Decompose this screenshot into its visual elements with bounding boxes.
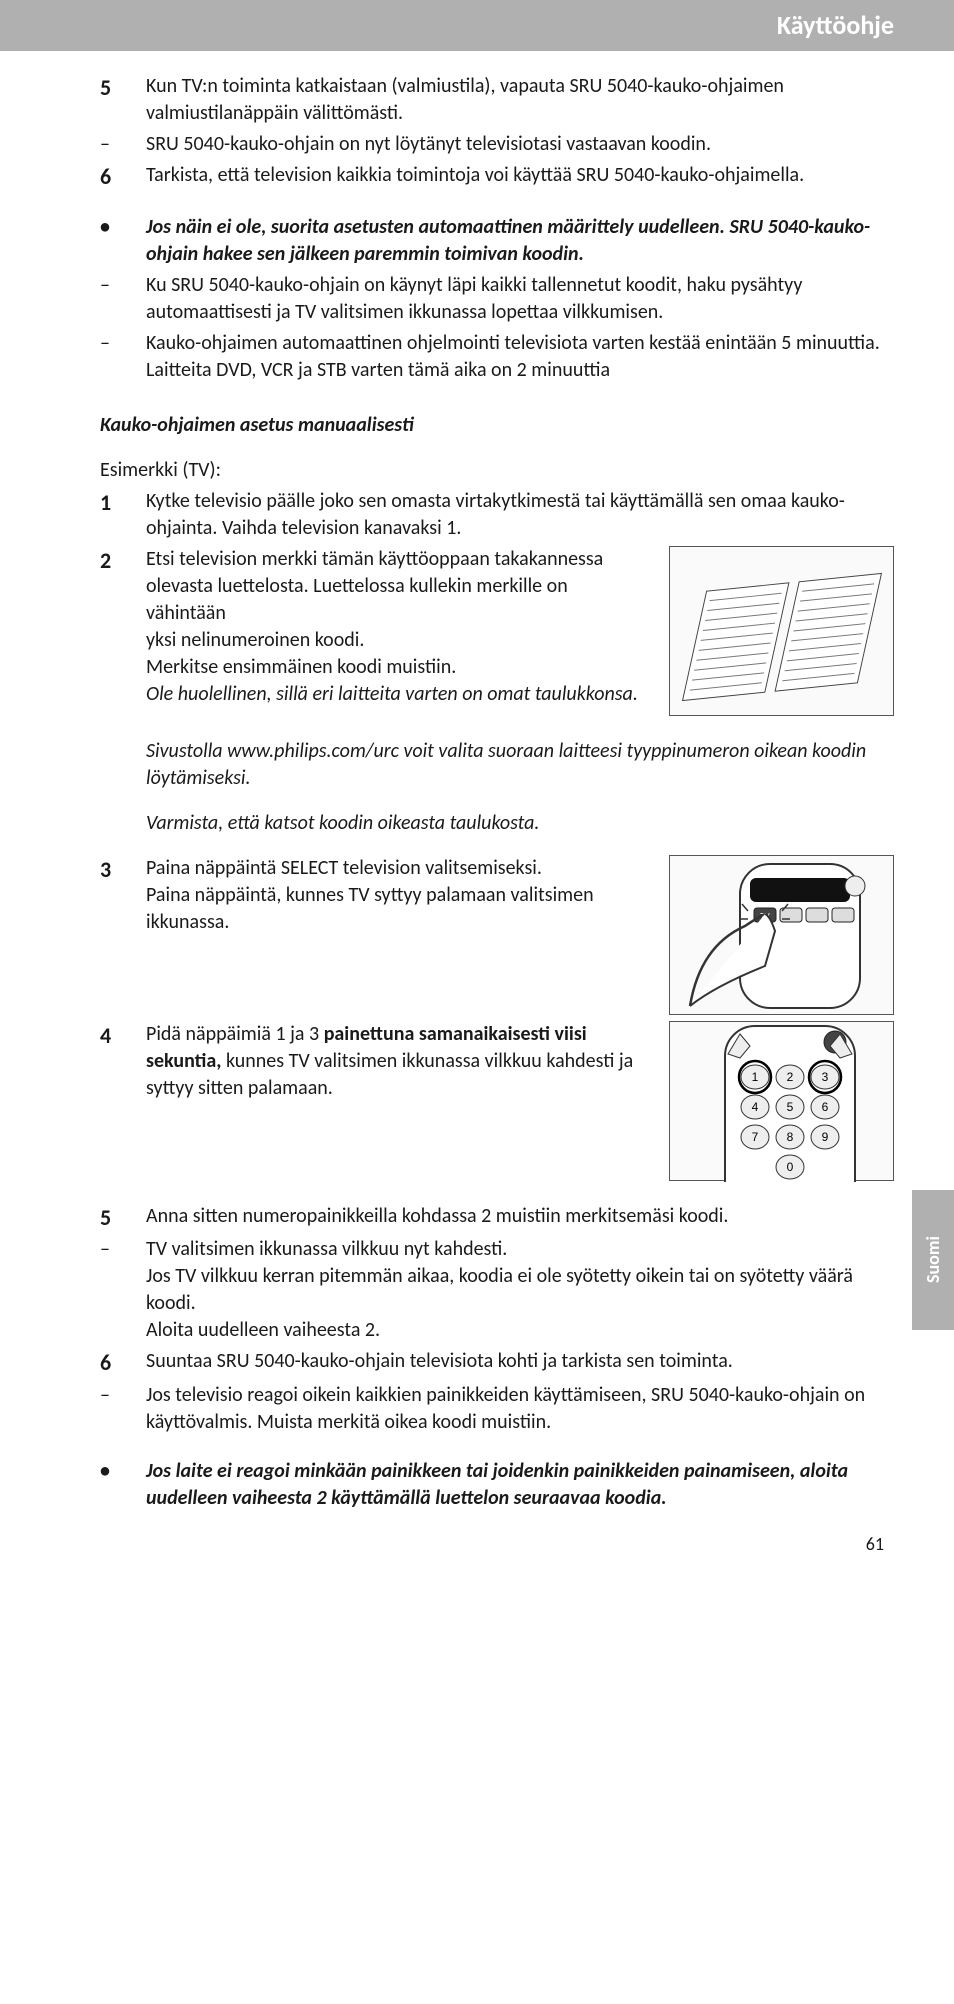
list-item: • Jos laite ei reagoi minkään painikkeen…: [100, 1458, 894, 1512]
step-text: Jos laite ei reagoi minkään painikkeen t…: [146, 1458, 894, 1512]
step-body: Paina näppäintä SELECT television valits…: [146, 855, 894, 1015]
dash-marker: –: [100, 131, 146, 158]
step-number: 3: [100, 855, 146, 1015]
step-text-line: Paina näppäintä SELECT television valits…: [146, 856, 542, 880]
list-item: 5 Kun TV:n toiminta katkaistaan (valmius…: [100, 73, 894, 127]
step-text-italic: Ole huolellinen, sillä eri laitteita var…: [146, 682, 638, 706]
svg-text:0: 0: [787, 1160, 794, 1174]
step-text: Kauko-ohjaimen automaattinen ohjelmointi…: [146, 330, 894, 384]
step-number: 5: [100, 1203, 146, 1233]
step-text-line: TV valitsimen ikkunassa vilkkuu nyt kahd…: [146, 1237, 507, 1261]
svg-text:8: 8: [787, 1130, 794, 1144]
step-text: Suuntaa SRU 5040-kauko-ohjain televisiot…: [146, 1348, 894, 1378]
step-text-line: Jos TV vilkkuu kerran pitemmän aikaa, ko…: [146, 1264, 853, 1315]
list-item: 6 Tarkista, että television kaikkia toim…: [100, 162, 894, 192]
step-note: Sivustolla www.philips.com/urc voit vali…: [146, 738, 894, 792]
remote-keys-figure: 1 2 3 4 5 6 7 8 9 0: [669, 1021, 894, 1181]
step-text: Jos televisio reagoi oikein kaikkien pai…: [146, 1382, 894, 1436]
svg-text:7: 7: [752, 1130, 759, 1144]
step-text: Kytke televisio päälle joko sen omasta v…: [146, 488, 894, 542]
step-number: 2: [100, 546, 146, 716]
svg-text:6: 6: [822, 1100, 829, 1114]
step-text: Tarkista, että television kaikkia toimin…: [146, 162, 894, 192]
page-header: Käyttöohje: [0, 0, 954, 51]
step-number: 5: [100, 73, 146, 127]
step-number: 6: [100, 162, 146, 192]
list-item: – Ku SRU 5040-kauko-ohjain on käynyt läp…: [100, 272, 894, 326]
step-text: Jos näin ei ole, suorita asetusten autom…: [146, 214, 894, 268]
remote-select-figure: TV: [669, 855, 894, 1015]
list-item: – SRU 5040-kauko-ohjain on nyt löytänyt …: [100, 131, 894, 158]
svg-text:2: 2: [787, 1070, 794, 1084]
example-label: Esimerkki (TV):: [100, 457, 894, 484]
dash-marker: –: [100, 1236, 146, 1344]
bullet-marker: •: [100, 1458, 146, 1512]
page-number: 61: [100, 1532, 894, 1556]
page-content: Käyttöohje 5 Kun TV:n toiminta katkaista…: [0, 0, 954, 1586]
step-text-line: Merkitse ensimmäinen koodi muistiin.: [146, 655, 456, 679]
step-text: Kun TV:n toiminta katkaistaan (valmiusti…: [146, 73, 894, 127]
svg-text:9: 9: [822, 1130, 829, 1144]
list-item: 3 Paina näppäintä SELECT television vali…: [100, 855, 894, 1015]
list-item: • Jos näin ei ole, suorita asetusten aut…: [100, 214, 894, 268]
svg-text:5: 5: [787, 1100, 794, 1114]
step-note: Varmista, että katsot koodin oikeasta ta…: [146, 810, 894, 837]
list-item: 2 Etsi television merkki tämän käyttöopp…: [100, 546, 894, 716]
step-text-line: Laitteita DVD, VCR ja STB varten tämä ai…: [146, 358, 610, 382]
section-heading: Kauko-ohjaimen asetus manuaalisesti: [100, 412, 894, 439]
list-item: 5 Anna sitten numeropainikkeilla kohdass…: [100, 1203, 894, 1233]
list-item: – Kauko-ohjaimen automaattinen ohjelmoin…: [100, 330, 894, 384]
step-number: 4: [100, 1021, 146, 1181]
bullet-marker: •: [100, 214, 146, 268]
instruction-list-1: 5 Kun TV:n toiminta katkaistaan (valmius…: [100, 73, 894, 384]
list-item: 1 Kytke televisio päälle joko sen omasta…: [100, 488, 894, 542]
list-item: 6 Suuntaa SRU 5040-kauko-ohjain televisi…: [100, 1348, 894, 1378]
svg-text:1: 1: [752, 1070, 759, 1084]
svg-text:3: 3: [822, 1070, 829, 1084]
step-text-line: yksi nelinumeroinen koodi.: [146, 628, 364, 652]
dash-marker: –: [100, 330, 146, 384]
step-number: 6: [100, 1348, 146, 1378]
codebook-figure: [669, 546, 894, 716]
step-text-line: Aloita uudelleen vaiheesta 2.: [146, 1318, 380, 1342]
step-body: Pidä näppäimiä 1 ja 3 painettuna samanai…: [146, 1021, 894, 1181]
instruction-list-2: 1 Kytke televisio päälle joko sen omasta…: [100, 488, 894, 1512]
step-text: SRU 5040-kauko-ohjain on nyt löytänyt te…: [146, 131, 894, 158]
step-body: TV valitsimen ikkunassa vilkkuu nyt kahd…: [146, 1236, 894, 1344]
list-item: 4 Pidä näppäimiä 1 ja 3 painettuna saman…: [100, 1021, 894, 1181]
step-text-line: Paina näppäintä, kunnes TV syttyy palama…: [146, 883, 594, 934]
step-body: Etsi television merkki tämän käyttöoppaa…: [146, 546, 894, 716]
step-number: 1: [100, 488, 146, 542]
list-item: – Jos televisio reagoi oikein kaikkien p…: [100, 1382, 894, 1436]
list-item: – TV valitsimen ikkunassa vilkkuu nyt ka…: [100, 1236, 894, 1344]
step-text: Ku SRU 5040-kauko-ohjain on käynyt läpi …: [146, 272, 894, 326]
step-text: Anna sitten numeropainikkeilla kohdassa …: [146, 1203, 894, 1233]
dash-marker: –: [100, 1382, 146, 1436]
dash-marker: –: [100, 272, 146, 326]
step-text-span: Pidä näppäimiä 1 ja 3: [146, 1022, 324, 1046]
step-text-line: Kauko-ohjaimen automaattinen ohjelmointi…: [146, 331, 880, 355]
step-text-line: Etsi television merkki tämän käyttöoppaa…: [146, 547, 603, 625]
svg-text:4: 4: [752, 1100, 759, 1114]
